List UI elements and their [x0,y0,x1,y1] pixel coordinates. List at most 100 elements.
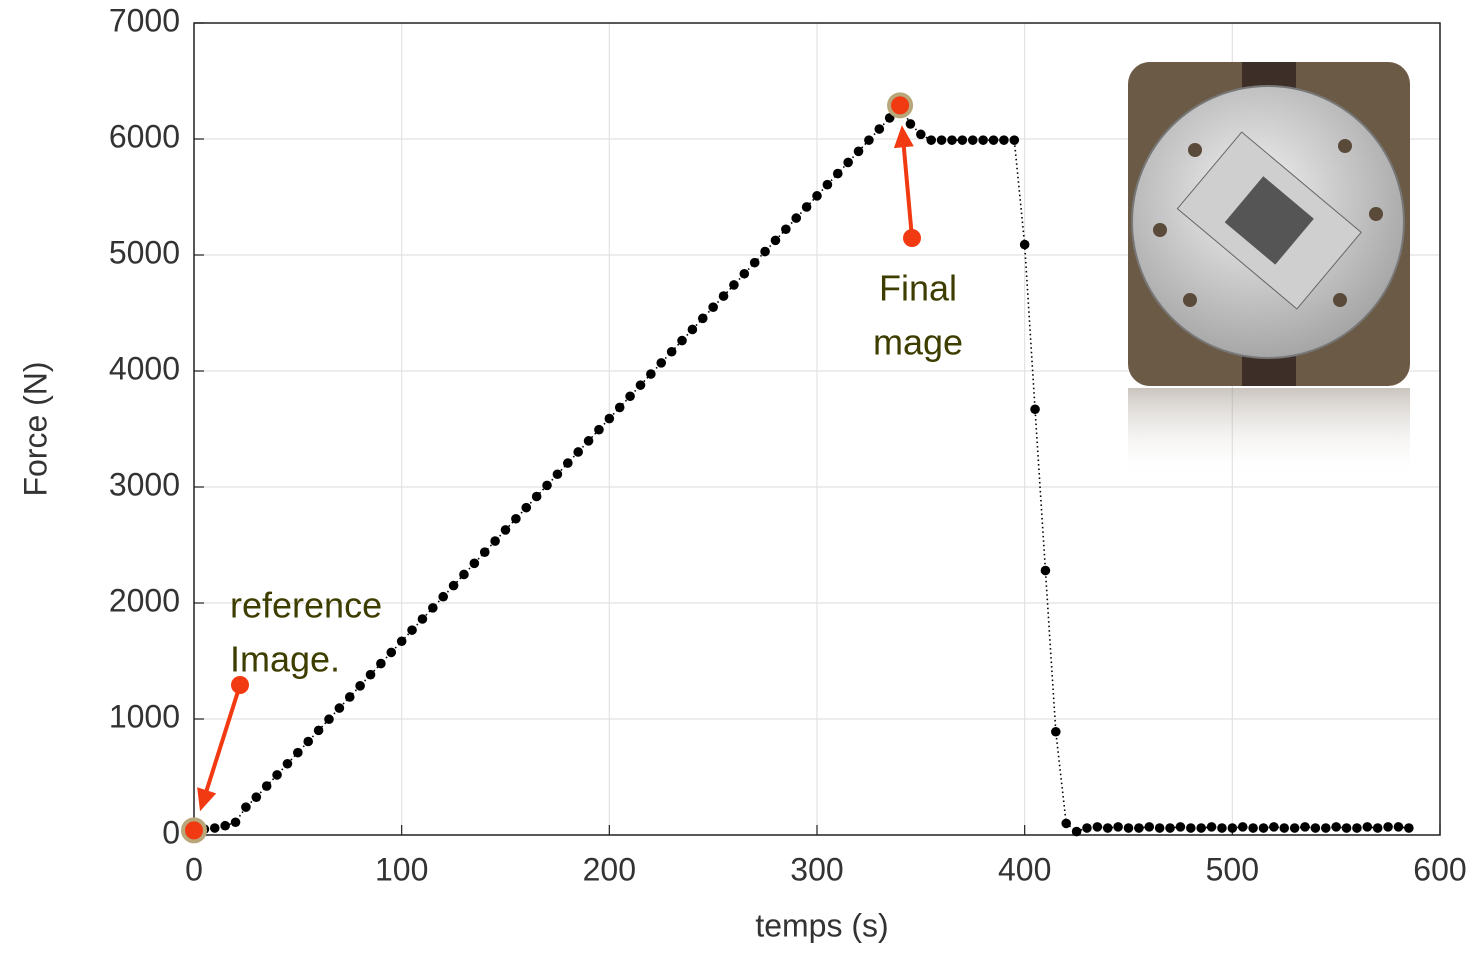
data-point [552,469,563,480]
y-tick-label: 7000 [109,2,180,38]
data-point [1352,823,1362,833]
data-point [1383,822,1393,832]
data-point [209,823,220,833]
data-point [469,558,480,569]
data-point [1019,239,1030,250]
data-point [781,224,791,235]
data-point [905,119,916,129]
data-point [1300,822,1310,832]
data-point [999,135,1009,145]
data-point [967,135,978,145]
data-point [760,246,770,257]
data-point [459,569,469,580]
data-point [1175,822,1186,832]
data-point [812,191,822,201]
annotation-text: mage [873,322,963,363]
data-point [1165,823,1175,833]
data-point [1279,823,1290,833]
data-point [1393,822,1404,832]
data-point [916,129,926,140]
data-point [1102,823,1113,833]
y-tick-label: 0 [162,814,180,850]
annotation-text: Image. [230,639,340,680]
data-point [594,424,604,435]
y-tick-label: 2000 [109,582,180,618]
data-point [220,820,230,831]
data-point [1186,823,1196,833]
data-point [718,291,729,301]
data-point [1248,823,1258,833]
data-point [864,135,874,145]
data-point [1237,822,1248,832]
arrow-tail [231,676,249,694]
data-point [1372,823,1383,833]
data-point [1082,823,1092,833]
data-point [1217,823,1227,833]
data-point [749,257,760,268]
data-point [1227,823,1238,833]
data-point [531,491,542,502]
y-tick-label: 5000 [109,234,180,270]
data-point [926,135,937,145]
data-point [1196,823,1206,833]
data-point [1154,823,1165,833]
data-point [635,380,646,390]
data-point [1341,823,1352,833]
data-point [511,513,521,524]
data-point [386,647,397,658]
data-point [448,580,459,591]
data-point [1206,822,1217,832]
data-point [428,603,438,613]
x-axis-label: temps (s) [755,907,888,943]
highlight-point [887,92,914,119]
data-point [324,714,334,725]
arrow-tail [903,229,921,247]
data-point [1071,826,1082,837]
data-point [791,213,802,223]
data-point [230,817,241,828]
data-point [376,658,386,669]
arrow-head [893,125,914,149]
data-point [521,502,532,513]
data-point [542,480,552,491]
data-point [407,625,417,635]
y-axis-label: Force (N) [17,361,53,496]
x-tick-label: 300 [790,851,843,887]
data-point [1289,823,1300,833]
data-point [1331,822,1341,832]
data-point [1113,822,1123,832]
data-point [563,458,573,468]
data-point [646,369,656,379]
data-point [438,591,449,602]
y-tick-label: 6000 [109,118,180,154]
data-point [1362,822,1373,832]
data-point [708,302,718,313]
x-tick-label: 500 [1206,851,1259,887]
data-point [355,681,365,691]
data-point [417,614,428,624]
data-point [1310,823,1321,833]
y-tick-label: 4000 [109,350,180,386]
data-point [1040,565,1051,576]
data-point [1092,822,1103,832]
data-point [843,157,853,168]
data-point [874,124,885,134]
annotation-text: Final [879,268,957,309]
data-point [1123,823,1134,833]
data-point [241,802,251,812]
annotation-text: reference [230,585,382,626]
data-point [500,525,511,535]
data-point [978,135,988,145]
data-point [1051,726,1061,737]
data-point [396,636,407,647]
data-point [656,358,667,368]
data-point [1404,823,1414,833]
data-point [1269,822,1279,832]
data-point [251,792,262,802]
data-point [770,235,781,246]
data-point [344,692,355,702]
arrow-shaft [900,135,914,239]
x-tick-label: 0 [185,851,203,887]
data-point [573,447,583,457]
